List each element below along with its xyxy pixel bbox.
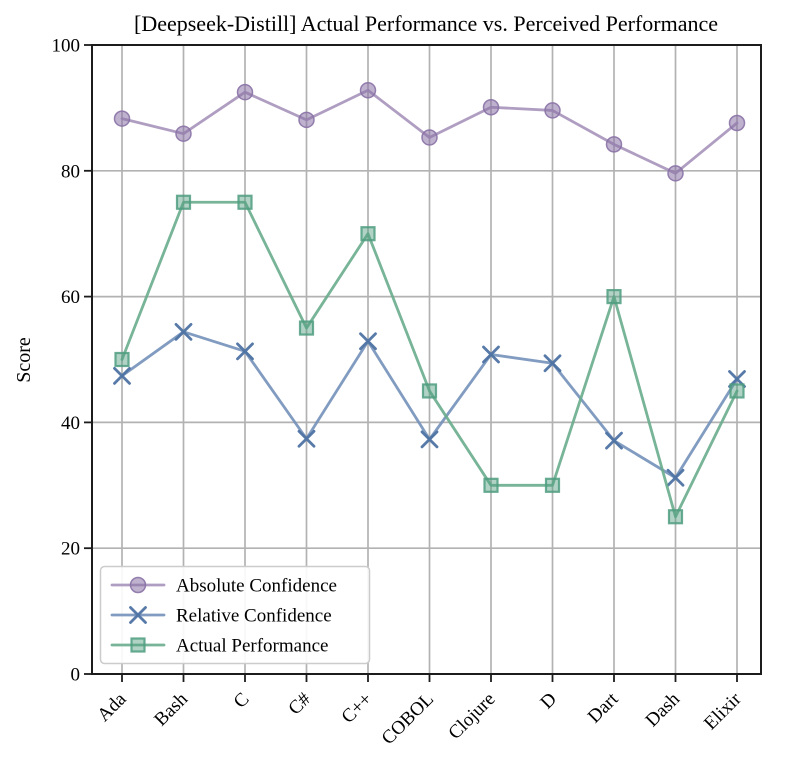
- data-point-circle: [359, 82, 377, 99]
- data-point-x: [129, 606, 147, 624]
- data-point-circle: [175, 125, 192, 142]
- data-point-square: [114, 351, 130, 368]
- data-point-square: [606, 289, 622, 305]
- data-point-square: [298, 320, 315, 336]
- x-tick-label: Elixir: [700, 688, 746, 734]
- y-tick-label: 100: [52, 36, 81, 57]
- y-tick-label: 80: [61, 161, 80, 182]
- data-point-circle: [236, 83, 254, 101]
- y-tick-label: 20: [61, 539, 80, 560]
- series-relative-confidence: [113, 322, 746, 487]
- data-point-square: [729, 383, 745, 399]
- legend: Absolute Confidence Relative Confidence Ac…: [99, 565, 371, 665]
- x-tick-label: C#: [284, 688, 315, 719]
- x-tick-label: Clojure: [444, 689, 499, 744]
- data-point-square: [667, 509, 684, 525]
- data-point-square: [544, 477, 561, 493]
- x-tick-label: D: [536, 689, 561, 714]
- data-point-x: [236, 342, 254, 361]
- data-point-x: [113, 366, 131, 385]
- legend-entry: Relative Confidence: [110, 606, 332, 627]
- chart-title: [Deepseek-Distill] Actual Performance vs…: [134, 11, 718, 36]
- x-tick-label: Bash: [150, 688, 192, 730]
- series-actual-performance: [114, 194, 745, 525]
- data-point-circle: [113, 110, 131, 127]
- legend-label: Relative Confidence: [176, 606, 332, 627]
- y-tick-label: 40: [61, 413, 80, 434]
- data-point-circle: [605, 136, 623, 153]
- data-point-x: [420, 430, 439, 449]
- data-point-square: [483, 477, 499, 493]
- data-point-circle: [544, 102, 561, 119]
- data-point-circle: [298, 111, 315, 129]
- x-tick-label: Dart: [584, 688, 623, 727]
- series-absolute-confidence: [113, 82, 746, 182]
- data-point-square: [421, 383, 438, 399]
- x-tick-label: COBOL: [378, 689, 438, 749]
- data-point-x: [174, 322, 193, 341]
- data-point-x: [666, 468, 685, 487]
- data-point-x: [482, 345, 500, 364]
- data-point-x: [297, 429, 316, 448]
- data-point-x: [605, 431, 623, 450]
- data-point-square: [130, 637, 146, 653]
- data-point-x: [543, 354, 562, 373]
- x-tick-label: C: [230, 689, 254, 713]
- legend-entry: Absolute Confidence: [110, 576, 337, 597]
- x-tick-label: Ada: [93, 688, 131, 726]
- data-point-circle: [728, 114, 746, 132]
- legend-label: Absolute Confidence: [176, 576, 337, 597]
- y-axis-label: Score: [13, 337, 35, 383]
- data-point-circle: [421, 129, 438, 146]
- data-point-square: [237, 194, 253, 210]
- series-line: [120, 200, 739, 519]
- legend-entry: Actual Performance: [110, 636, 328, 657]
- data-point-circle: [129, 576, 147, 594]
- x-tick-label: C++: [338, 689, 377, 728]
- data-point-square: [175, 194, 192, 210]
- data-point-circle: [667, 165, 684, 182]
- legend-box: [99, 565, 371, 665]
- y-tick-label: 60: [61, 287, 80, 308]
- legend-label: Actual Performance: [176, 636, 328, 657]
- y-tick-label: 0: [71, 665, 81, 686]
- x-tick-label: Dash: [642, 688, 685, 731]
- data-point-circle: [482, 99, 500, 116]
- data-point-x: [359, 332, 377, 351]
- plot-frame: [91, 44, 762, 675]
- data-point-square: [360, 226, 376, 242]
